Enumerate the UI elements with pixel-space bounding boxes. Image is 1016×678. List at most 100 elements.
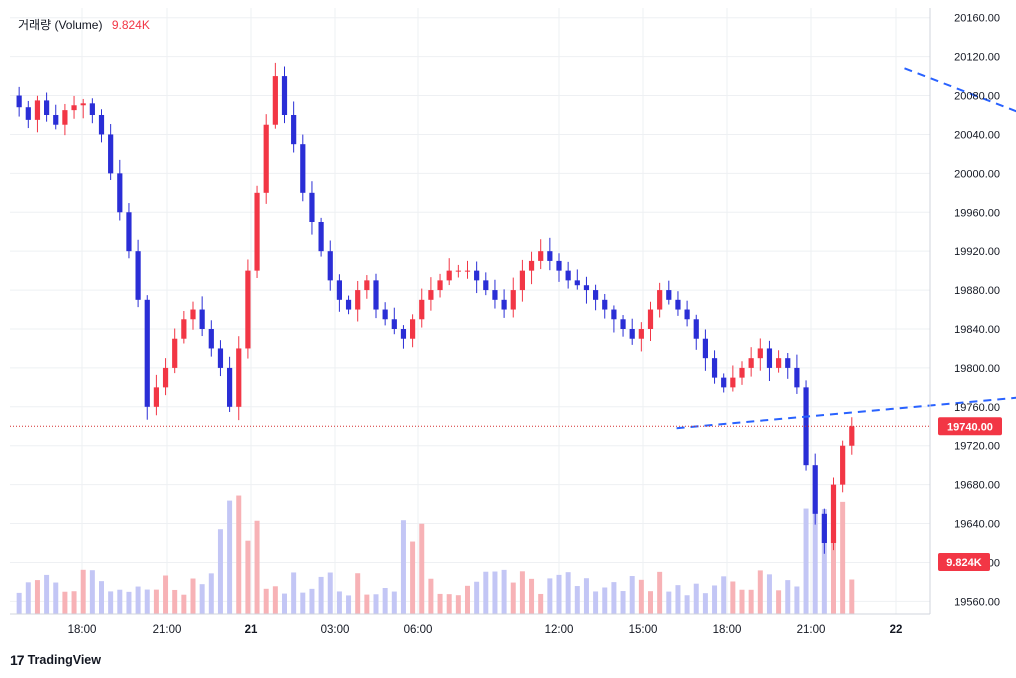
candle-body: [71, 105, 77, 111]
time-tick-label: 21: [245, 624, 258, 636]
volume-bar: [117, 589, 123, 614]
volume-bar: [831, 511, 836, 614]
candle-body: [785, 358, 791, 368]
volume-bar: [391, 591, 397, 614]
time-tick-label: 18:00: [713, 624, 742, 636]
candle-body: [510, 290, 516, 310]
tradingview-logo-icon: 17: [10, 652, 25, 668]
candle-body: [162, 367, 169, 388]
volume-bar: [291, 572, 297, 614]
volume-bar: [108, 591, 114, 614]
candle-body: [419, 299, 425, 320]
candle-body: [245, 270, 251, 349]
candlestick-series: [16, 62, 855, 554]
volume-bar: [739, 589, 745, 614]
candle-body: [693, 319, 699, 339]
candle-body: [812, 465, 818, 514]
candle-body: [428, 290, 434, 300]
price-tick-label: 19640.00: [954, 519, 1000, 531]
tradingview-brand[interactable]: 17 TradingView: [10, 652, 101, 668]
price-tick-label: 19680.00: [954, 480, 1000, 492]
price-tick-label: 20160.00: [954, 13, 1000, 25]
volume-bar: [648, 591, 653, 614]
candle-body: [702, 338, 708, 359]
price-tick-label: 20000.00: [954, 168, 1000, 180]
volume-bar: [99, 581, 104, 614]
candle-body: [172, 338, 178, 368]
time-tick-label: 22: [890, 624, 903, 636]
candle-body: [318, 221, 324, 252]
volume-bar: [144, 589, 150, 614]
volume-bar: [135, 586, 141, 614]
legend-label: 거래량 (Volume): [18, 18, 103, 32]
volume-bar: [71, 591, 77, 614]
volume-bar: [419, 523, 425, 614]
volume-bar: [538, 593, 544, 614]
candle-body: [830, 484, 837, 543]
volume-bar: [318, 576, 324, 614]
volume-bar: [529, 578, 535, 614]
volume-bar: [346, 595, 352, 614]
candle-body: [437, 280, 443, 291]
volume-bar: [25, 582, 31, 614]
price-tick-label: 20120.00: [954, 52, 1000, 64]
candle-body: [382, 309, 388, 320]
candle-body: [446, 270, 452, 281]
candle-body: [272, 76, 278, 125]
volume-bar: [172, 589, 178, 614]
volume-bar: [629, 576, 635, 614]
candle-body: [455, 270, 461, 272]
axes: 20160.00 20120.00 20080.00 20040.00 20000.00…: [10, 8, 1000, 636]
time-tick-label: 15:00: [629, 624, 658, 636]
last-price-tag-text: 19740.00: [947, 421, 993, 433]
volume-bar: [364, 594, 370, 614]
candle-body: [666, 290, 672, 300]
candle-body: [217, 348, 224, 368]
volume-bar: [190, 578, 196, 614]
volume-bar: [519, 571, 525, 614]
price-tick-label: 19720.00: [954, 441, 1000, 453]
candle-body: [300, 144, 306, 193]
volume-bar: [785, 580, 791, 614]
volume-bar: [199, 584, 205, 614]
candle-body: [89, 103, 95, 115]
candle-body: [849, 426, 855, 446]
volume-bar: [34, 580, 40, 614]
candle-body: [711, 358, 718, 378]
price-tick-label: 19800.00: [954, 363, 1000, 375]
candle-body: [565, 270, 571, 281]
candle-body: [34, 100, 41, 120]
volume-bar: [712, 585, 718, 614]
candle-body: [757, 348, 763, 359]
volume-bar: [730, 581, 736, 614]
candle-body: [336, 280, 342, 300]
candle-body: [327, 251, 333, 281]
candle-body: [464, 270, 471, 272]
volume-bar: [227, 500, 233, 614]
volume-bar: [153, 589, 159, 614]
trendlines[interactable]: [676, 67, 1016, 430]
volume-bar: [373, 594, 379, 614]
volume-bar: [80, 569, 86, 614]
volume-legend[interactable]: 거래량 (Volume) 9.824K: [18, 16, 150, 33]
volume-bar: [602, 587, 608, 614]
volume-tag-text: 9.824K: [946, 557, 982, 569]
volume-bar: [272, 586, 278, 614]
time-tick-label: 12:00: [545, 624, 574, 636]
candle-body: [263, 124, 269, 193]
volume-bar: [437, 593, 443, 614]
volume-bar: [483, 571, 489, 614]
volume-bar: [693, 583, 699, 614]
candle-body: [721, 377, 727, 388]
price-tick-label: 20080.00: [954, 91, 1000, 103]
candle-body: [748, 358, 754, 368]
price-tick-label: 19560.00: [954, 596, 1000, 608]
volume-bar: [803, 508, 809, 614]
volume-bar: [812, 510, 818, 614]
candle-body: [821, 513, 827, 543]
volume-bar: [556, 574, 562, 614]
candle-body: [483, 280, 489, 291]
volume-bar: [565, 572, 571, 614]
candle-body: [675, 299, 681, 310]
